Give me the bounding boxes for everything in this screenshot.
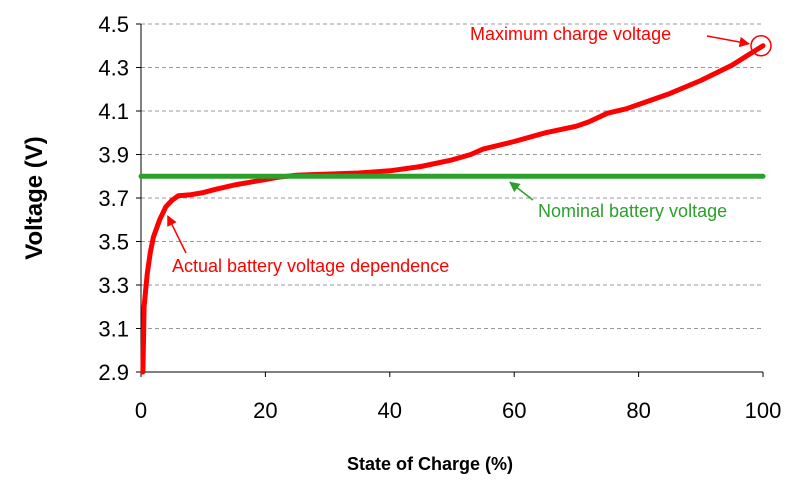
- max-voltage-marker: [750, 35, 772, 57]
- x-tick-labels: 0 20 40 60 80 100: [135, 372, 781, 423]
- series-lines: [138, 43, 766, 375]
- x-tick-label: 60: [502, 398, 526, 423]
- actual-voltage-annotation: Actual battery voltage dependence: [172, 256, 449, 276]
- annotations: Maximum charge voltage Nominal battery vo…: [167, 24, 772, 276]
- x-axis-title: State of Charge (%): [347, 454, 513, 474]
- y-tick-label: 3.9: [98, 143, 129, 168]
- x-tick-label: 80: [626, 398, 650, 423]
- x-tick-label: 40: [378, 398, 402, 423]
- y-tick-label: 4.1: [98, 99, 129, 124]
- x-tick-label: 0: [135, 398, 147, 423]
- max-voltage-annotation: Maximum charge voltage: [470, 24, 671, 44]
- y-tick-label: 3.3: [98, 273, 129, 298]
- y-tick-label: 3.7: [98, 186, 129, 211]
- x-tick-label: 20: [253, 398, 277, 423]
- y-tick-label: 3.5: [98, 230, 129, 255]
- nominal-voltage-annotation: Nominal battery voltage: [538, 201, 727, 221]
- y-tick-label: 2.9: [98, 360, 129, 385]
- nominal-voltage-arrow: [509, 181, 534, 201]
- y-tick-label: 4.3: [98, 56, 129, 81]
- x-tick-label: 100: [745, 398, 782, 423]
- max-voltage-arrow: [706, 35, 751, 48]
- y-axis-title: Voltage (V): [21, 136, 48, 260]
- y-tick-label: 4.5: [98, 12, 129, 37]
- y-tick-labels: 2.9 3.1 3.3 3.5 3.7 3.9 4.1 4.3 4.5: [98, 12, 141, 385]
- actual-voltage-arrow: [167, 215, 187, 254]
- gridlines: [141, 23, 763, 329]
- y-tick-label: 3.1: [98, 317, 129, 342]
